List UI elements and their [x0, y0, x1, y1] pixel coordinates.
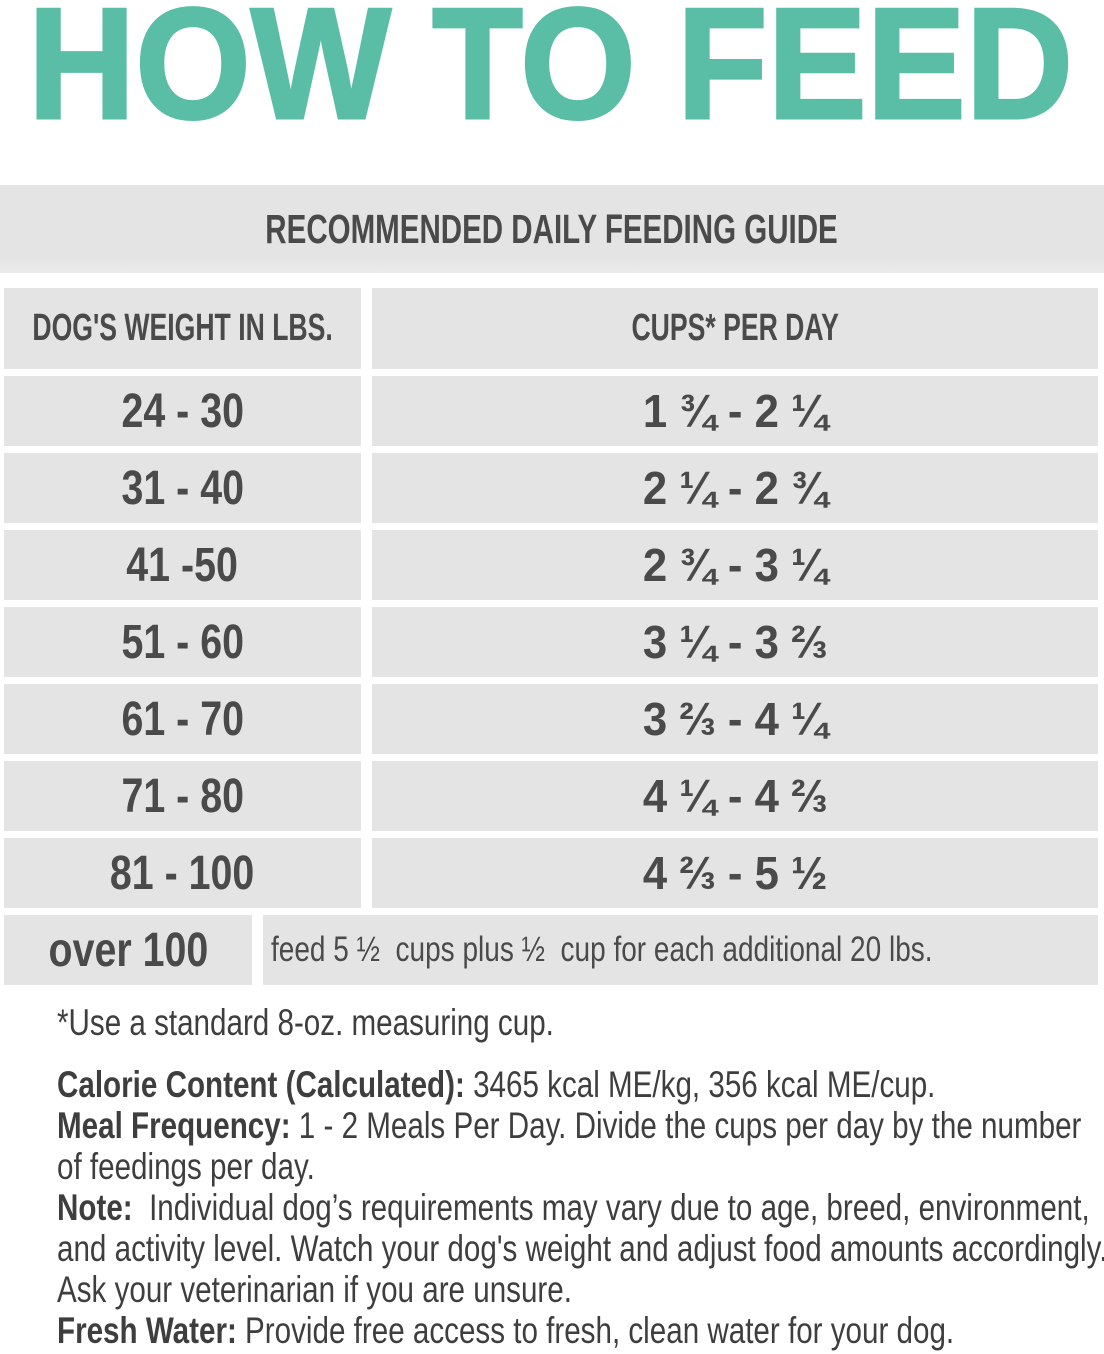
- feeding-notes: Calorie Content (Calculated): 3465 kcal …: [57, 1064, 1104, 1351]
- note-line-3: Ask your veterinarian if you are unsure.: [57, 1269, 572, 1310]
- cups-column-header: CUPS* PER DAY: [372, 288, 1098, 369]
- cups-cell: feed 5 ½ cups plus ½ cup for each additi…: [263, 915, 1098, 985]
- cups-cell: 4 ¼ - 4 ⅔: [372, 761, 1098, 831]
- table-title-bar: RECOMMENDED DAILY FEEDING GUIDE: [0, 185, 1104, 273]
- weight-cell: 81 - 100: [4, 838, 361, 908]
- notes-section: *Use a standard 8-oz. measuring cup. Cal…: [0, 1002, 1104, 1351]
- cups-cell: 2 ¾ - 3 ¼: [372, 530, 1098, 600]
- table-row: 24 - 30 1 ¾ - 2 ¼: [4, 376, 1098, 446]
- fresh-water-line: Fresh Water: Provide free access to fres…: [57, 1310, 955, 1351]
- weight-cell: 31 - 40: [4, 453, 361, 523]
- page-title: HOW TO FEED: [28, 0, 1073, 132]
- cups-cell: 3 ¼ - 3 ⅔: [372, 607, 1098, 677]
- cups-cell: 3 ⅔ - 4 ¼: [372, 684, 1098, 754]
- table-row-over-100: over 100 feed 5 ½ cups plus ½ cup for ea…: [4, 915, 1098, 985]
- weight-cell: 24 - 30: [4, 376, 361, 446]
- feeding-guide-table: RECOMMENDED DAILY FEEDING GUIDE DOG'S WE…: [0, 185, 1104, 985]
- table-row: 81 - 100 4 ⅔ - 5 ½: [4, 838, 1098, 908]
- meal-frequency-line: Meal Frequency: 1 - 2 Meals Per Day. Div…: [57, 1105, 1082, 1146]
- table-column-headers: DOG'S WEIGHT IN LBS. CUPS* PER DAY: [4, 288, 1098, 369]
- table-row: 71 - 80 4 ¼ - 4 ⅔: [4, 761, 1098, 831]
- weight-cell: 71 - 80: [4, 761, 361, 831]
- page-header: HOW TO FEED: [27, 0, 1075, 132]
- weight-column-header: DOG'S WEIGHT IN LBS.: [4, 288, 361, 369]
- meal-frequency-line-2: of feedings per day.: [57, 1146, 315, 1187]
- table-row: 51 - 60 3 ¼ - 3 ⅔: [4, 607, 1098, 677]
- table-row: 31 - 40 2 ¼ - 2 ¾: [4, 453, 1098, 523]
- weight-cell: 51 - 60: [4, 607, 361, 677]
- table-row: 61 - 70 3 ⅔ - 4 ¼: [4, 684, 1098, 754]
- calorie-content-line: Calorie Content (Calculated): 3465 kcal …: [57, 1064, 936, 1105]
- note-line-2: and activity level. Watch your dog's wei…: [57, 1228, 1104, 1269]
- weight-cell: 41 -50: [4, 530, 361, 600]
- cups-cell: 1 ¾ - 2 ¼: [372, 376, 1098, 446]
- note-line: Note: Individual dog’s requirements may …: [57, 1187, 1090, 1228]
- weight-cell: 61 - 70: [4, 684, 361, 754]
- table-title: RECOMMENDED DAILY FEEDING GUIDE: [265, 205, 839, 252]
- weight-cell: over 100: [4, 915, 253, 985]
- cups-cell: 2 ¼ - 2 ¾: [372, 453, 1098, 523]
- measuring-cup-footnote: *Use a standard 8-oz. measuring cup.: [57, 1002, 554, 1043]
- cups-cell: 4 ⅔ - 5 ½: [372, 838, 1098, 908]
- table-row: 41 -50 2 ¾ - 3 ¼: [4, 530, 1098, 600]
